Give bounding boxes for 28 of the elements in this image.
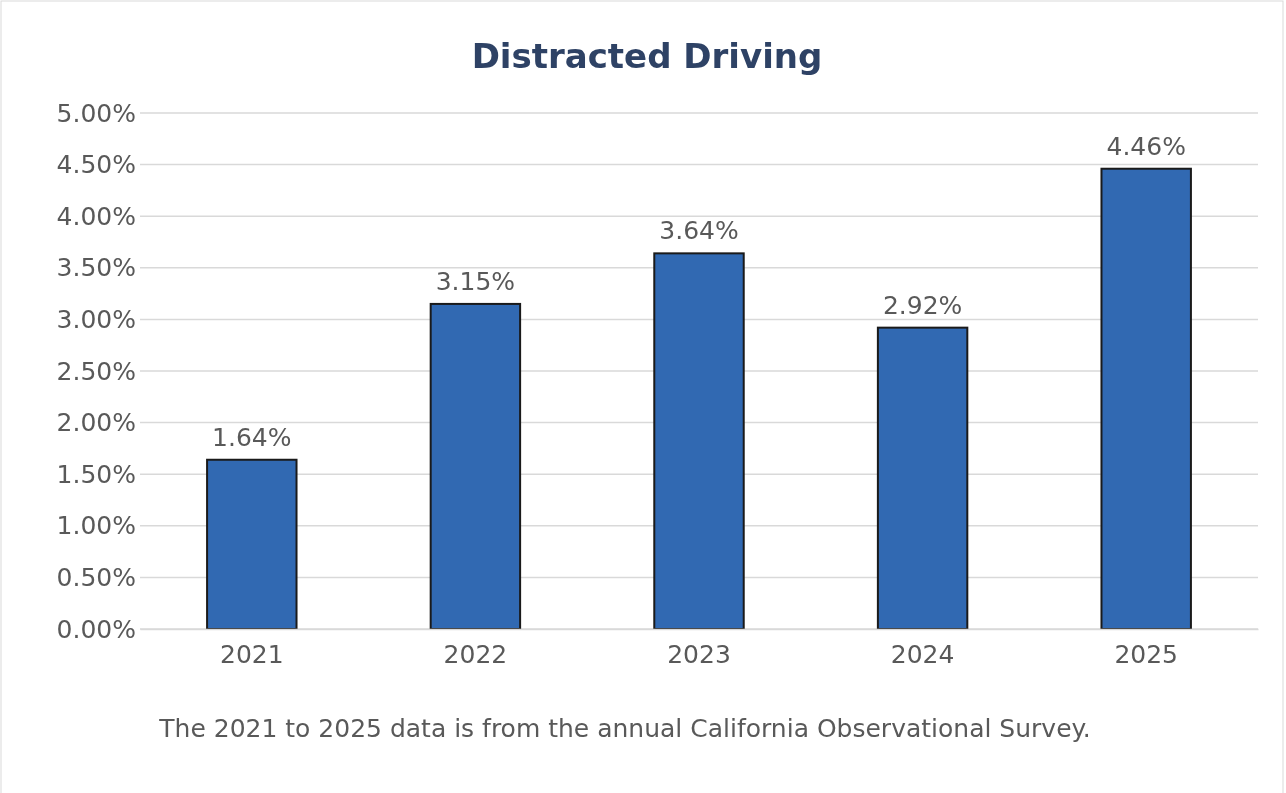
y-tick-label: 0.00%: [56, 614, 136, 644]
y-tick-label: 1.00%: [56, 511, 136, 541]
bar: [653, 252, 745, 630]
chart-title: Distracted Driving: [471, 36, 823, 76]
y-tick-label: 2.50%: [56, 356, 136, 386]
data-label: 2.92%: [882, 290, 963, 320]
bar: [876, 326, 969, 630]
bar: [1100, 167, 1192, 630]
bar: [206, 458, 298, 630]
x-tick-label: 2024: [890, 639, 955, 669]
text: The 2021 to 2025 data is from the annual California Observational Survey.: [158, 713, 1092, 745]
y-tick-label: 3.00%: [56, 304, 136, 334]
bar: [429, 302, 522, 630]
x-tick-label: 2022: [443, 639, 508, 669]
data-label: 4.46%: [1106, 131, 1186, 161]
data-label: 3.64%: [659, 216, 739, 246]
data-label: 3.15%: [435, 266, 516, 296]
y-tick-label: 4.00%: [56, 201, 136, 231]
y-tick-label: 0.50%: [56, 562, 136, 592]
x-tick-label: 2023: [667, 639, 731, 669]
y-tick-label: 3.50%: [56, 253, 136, 283]
y-tick-label: 4.50%: [56, 150, 136, 180]
y-tick-label: 5.00%: [56, 98, 136, 128]
y-tick-label: 2.00%: [56, 408, 136, 438]
data-label: 1.64%: [212, 422, 292, 452]
x-tick-label: 2021: [219, 639, 284, 669]
y-tick-label: 1.50%: [56, 459, 136, 489]
x-tick-label: 2025: [1114, 639, 1179, 669]
